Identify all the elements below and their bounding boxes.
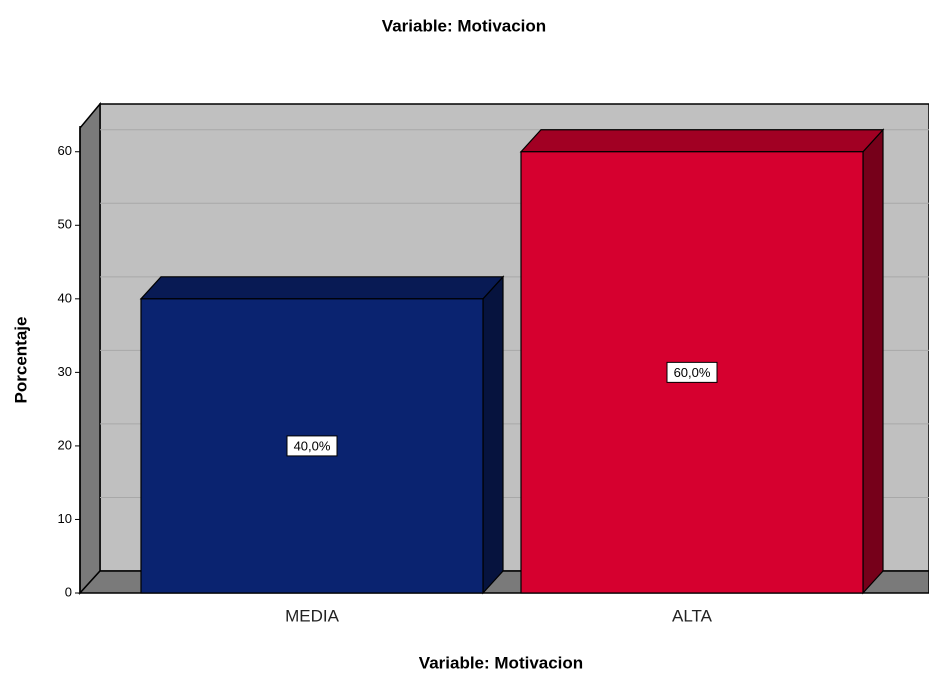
y-tick-label: 10 [58,511,72,526]
y-tick-label: 60 [58,143,72,158]
value-label: 60,0% [674,365,711,380]
chart-title: Variable: Motivacion [382,16,546,35]
y-tick-label: 0 [65,584,72,599]
bar-top [519,129,885,153]
value-label-box [666,361,718,383]
y-tick-label: 50 [58,217,72,232]
x-tick-label: ALTA [672,606,713,625]
bar-top [139,276,505,300]
bar-side [862,128,884,595]
bar-side [482,275,504,595]
y-tick-label: 30 [58,364,72,379]
y-tick-label: 40 [58,290,72,305]
x-tick-label: MEDIA [285,606,340,625]
y-axis-label: Porcentaje [11,317,30,404]
value-label-box [286,435,338,457]
x-axis-label: Variable: Motivacion [419,653,583,672]
side-wall [79,101,101,595]
y-tick-label: 20 [58,437,72,452]
value-label: 40,0% [294,438,331,453]
